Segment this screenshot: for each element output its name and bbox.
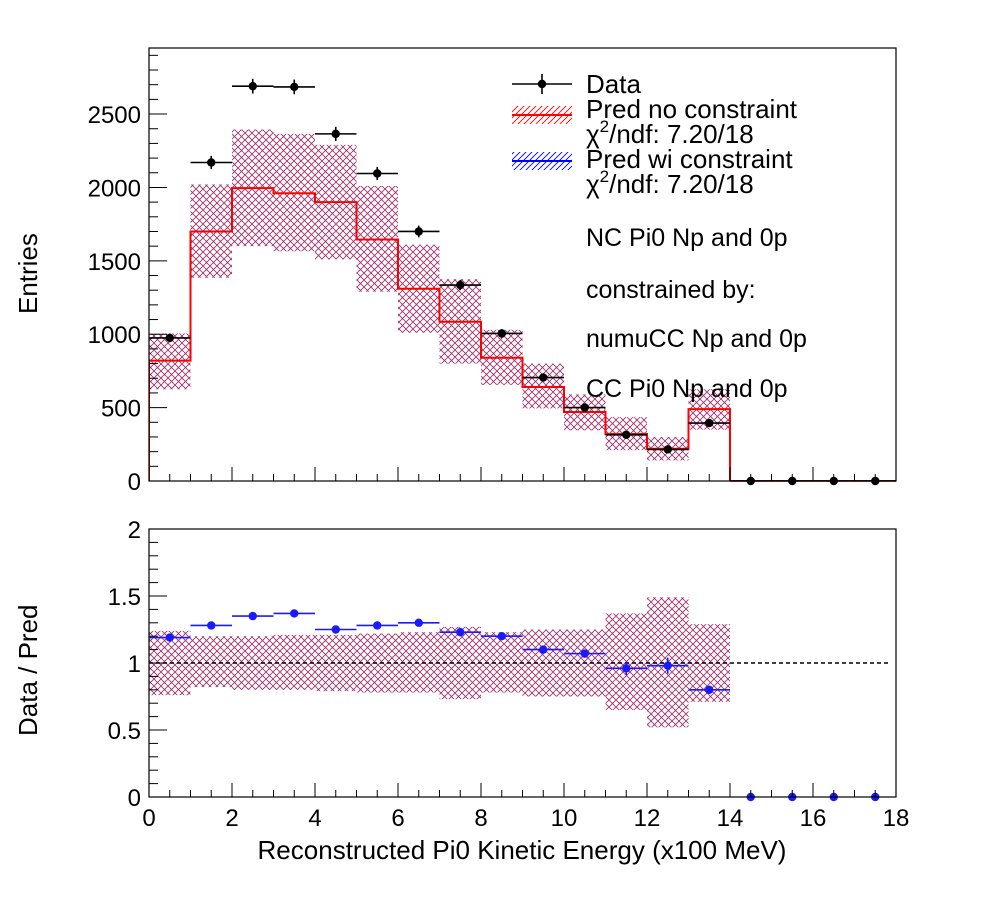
top-y-tick-label: 1500	[88, 249, 141, 276]
svg-text:Data: Data	[586, 69, 641, 99]
svg-text:χ2/ndf: 7.20/18: χ2/ndf: 7.20/18	[586, 167, 754, 199]
data-point-7	[439, 279, 481, 291]
data-point-5	[356, 166, 398, 181]
ratio-point-6	[398, 618, 440, 627]
svg-text:Pred wi constraint: Pred wi constraint	[586, 144, 793, 174]
top-band-bin-9	[522, 363, 564, 409]
bottom-y-tick-label: 1.5	[108, 584, 141, 611]
ratio-point-5	[356, 621, 398, 630]
ratio-point-4	[315, 625, 357, 634]
ratio-point-2	[232, 611, 274, 621]
x-tick-label: 4	[308, 805, 321, 832]
annotations: NC Pi0 Np and 0p constrained by: numuCC Np…	[586, 224, 807, 403]
data-point-9	[522, 373, 564, 382]
ratio-point-9	[522, 645, 564, 654]
ratio-point-8	[481, 632, 523, 641]
bottom-y-axis-title: Data / Pred	[13, 604, 43, 736]
top-prediction	[149, 187, 896, 481]
top-axes: 0 500 1000 1500 2000 2500	[88, 54, 897, 496]
ratio-band-bin-4	[315, 634, 357, 692]
top-y-tick-label: 500	[101, 396, 141, 423]
ratio-band-bin-3	[273, 634, 315, 690]
data-point-2	[232, 78, 274, 94]
ratio-point-10	[564, 649, 606, 658]
data-point-12	[647, 445, 689, 454]
ratio-point-3	[273, 609, 315, 618]
top-y-tick-label: 2000	[88, 175, 141, 202]
legend-entry-pred-wi-constraint: Pred wi constraint	[512, 144, 793, 174]
bottom-y-tick-label: 0.5	[108, 718, 141, 745]
legend-chi2-no-constraint: χ2/ndf: 7.20/18	[586, 117, 754, 149]
data-point-3	[273, 79, 315, 95]
bottom-panel: 0 0.5 1 1.5 2 0 2 4 6 8 10 12 14 16 18 Data / Pred Rec…	[13, 517, 909, 865]
x-tick-label: 12	[634, 805, 661, 832]
svg-text:Pred no constraint: Pred no constraint	[586, 94, 798, 124]
ratio-point-7	[439, 627, 481, 637]
bottom-y-tick-label: 2	[128, 517, 141, 544]
x-tick-label: 18	[883, 805, 910, 832]
x-tick-label: 0	[142, 805, 155, 832]
data-point-8	[481, 329, 523, 338]
x-tick-label: 14	[717, 805, 744, 832]
legend-entry-pred-no-constraint: Pred no constraint	[512, 94, 798, 124]
top-y-axis-title: Entries	[13, 233, 43, 314]
ratio-point-11	[605, 661, 647, 676]
annotation-3: CC Pi0 Np and 0p	[586, 375, 788, 403]
data-point-1	[190, 155, 232, 170]
bottom-y-tick-label: 0	[128, 785, 141, 812]
legend-chi2-wi-constraint: χ2/ndf: 7.20/18	[586, 167, 754, 199]
ratio-point-0	[149, 633, 191, 642]
top-data-points	[149, 78, 896, 486]
annotation-1: constrained by:	[586, 276, 756, 304]
x-tick-label: 6	[391, 805, 404, 832]
data-point-11	[605, 430, 647, 439]
x-tick-label: 16	[800, 805, 827, 832]
x-tick-label: 2	[225, 805, 238, 832]
data-point-13	[688, 418, 730, 428]
bottom-y-tick-label: 1	[128, 651, 141, 678]
svg-text:χ2/ndf: 7.20/18: χ2/ndf: 7.20/18	[586, 117, 754, 149]
annotation-2: numuCC Np and 0p	[586, 325, 807, 353]
bottom-axes: 0 0.5 1 1.5 2 0 2 4 6 8 10 12 14 16 18	[108, 517, 910, 832]
ratio-band-bin-1	[190, 636, 232, 688]
data-point-0	[149, 333, 191, 343]
annotation-0: NC Pi0 Np and 0p	[586, 224, 788, 252]
x-tick-label: 10	[551, 805, 578, 832]
ratio-band-bin-2	[232, 636, 274, 690]
x-tick-label: 8	[474, 805, 487, 832]
data-point-4	[315, 126, 357, 141]
top-y-tick-label: 2500	[88, 102, 141, 129]
legend-entry-data: Data	[512, 69, 641, 99]
data-point-6	[398, 225, 440, 238]
ratio-point-1	[190, 621, 232, 630]
pred-no-constraint-line	[149, 187, 896, 481]
ratio-band-bin-5	[356, 633, 398, 693]
ratio-point-12	[647, 657, 689, 674]
top-y-tick-label: 1000	[88, 322, 141, 349]
data-point-10	[564, 403, 606, 412]
ratio-point-13	[688, 685, 730, 694]
top-y-tick-label: 0	[128, 469, 141, 496]
x-axis-title: Reconstructed Pi0 Kinetic Energy (x100 M…	[258, 835, 787, 865]
